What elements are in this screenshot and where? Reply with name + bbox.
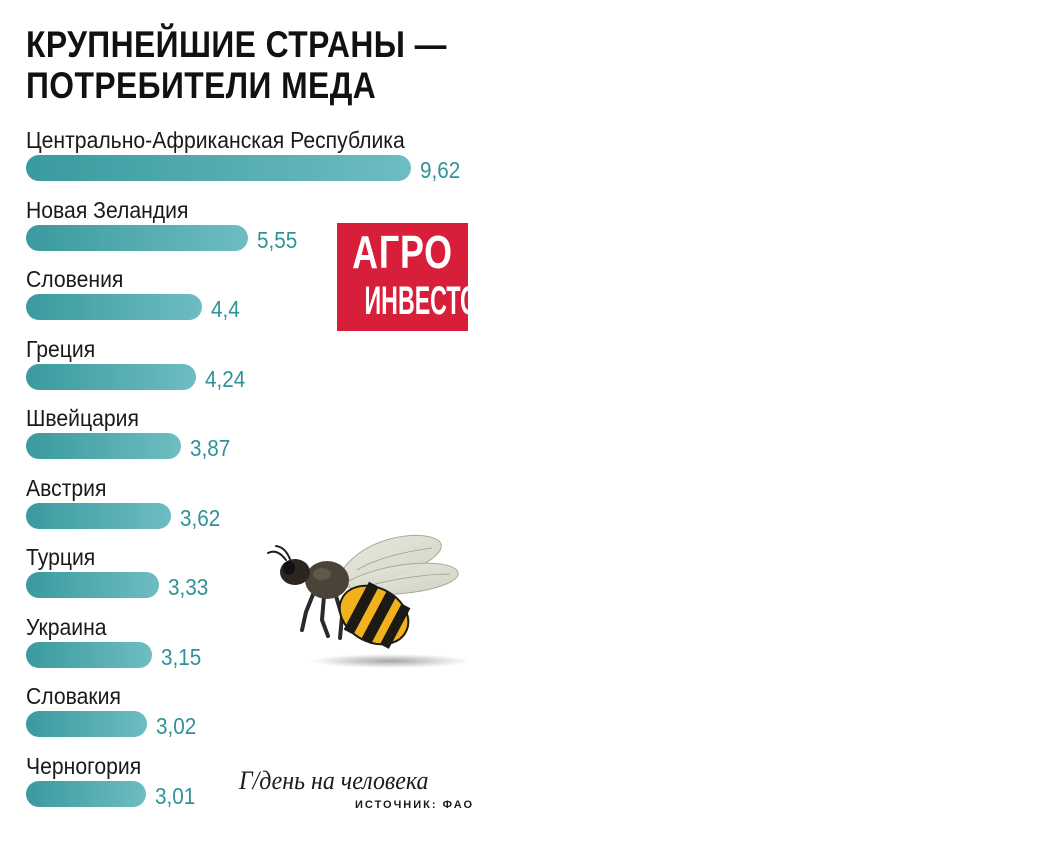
value-label: 4,4 xyxy=(211,296,240,322)
bar-row: Словения 4,4 xyxy=(0,266,520,336)
bar-row: Австрия 3,62 xyxy=(0,475,520,545)
value-label: 9,62 xyxy=(420,157,461,183)
category-label: Словакия xyxy=(26,683,121,709)
bar-row: Швейцария 3,87 xyxy=(0,405,520,475)
bar-row: Греция 4,24 xyxy=(0,336,520,406)
bee-illustration xyxy=(267,534,470,668)
bar-row: Новая Зеландия 5,55 xyxy=(0,197,520,267)
category-label: Австрия xyxy=(26,475,107,501)
category-label: Греция xyxy=(26,336,96,362)
bar xyxy=(26,781,146,807)
chart-title-line-1: КРУПНЕЙШИЕ СТРАНЫ — xyxy=(26,24,447,65)
value-label: 3,15 xyxy=(161,644,202,670)
category-label: Швейцария xyxy=(26,405,139,431)
value-label: 3,01 xyxy=(155,783,196,809)
unit-note: Г/день на человека xyxy=(239,766,429,795)
category-label: Словения xyxy=(26,266,124,292)
bar-row: Словакия 3,02 xyxy=(0,683,520,753)
bar xyxy=(26,503,171,529)
bar xyxy=(26,433,181,459)
category-label: Черногория xyxy=(26,753,142,779)
bar xyxy=(26,155,411,181)
chart-title-line-2: ПОТРЕБИТЕЛИ МЕДА xyxy=(26,65,377,106)
bar-row: Украина 3,15 xyxy=(0,614,520,684)
logo-line-2: ИНВЕСТОР xyxy=(364,279,468,323)
logo-line-1: АГРО xyxy=(352,226,453,278)
value-label: 5,55 xyxy=(257,227,298,253)
value-label: 4,24 xyxy=(205,366,246,392)
chart-title: КРУПНЕЙШИЕ СТРАНЫ — ПОТРЕБИТЕЛИ МЕДА xyxy=(26,24,447,106)
value-label: 3,87 xyxy=(190,435,231,461)
bar-row: Турция 3,33 xyxy=(0,544,520,614)
bar xyxy=(26,364,196,390)
value-label: 3,02 xyxy=(156,713,197,739)
value-label: 3,33 xyxy=(168,574,209,600)
value-label: 3,62 xyxy=(180,505,221,531)
bar xyxy=(26,711,147,737)
category-label: Центрально-Африканская Республика xyxy=(26,127,405,153)
bar xyxy=(26,642,152,668)
bar xyxy=(26,225,248,251)
category-label: Турция xyxy=(26,544,96,570)
bar xyxy=(26,294,202,320)
category-label: Украина xyxy=(26,614,107,640)
bar-row: Центрально-Африканская Республика 9,62 xyxy=(0,127,520,197)
bar xyxy=(26,572,159,598)
agroinvestor-logo: АГРО ИНВЕСТОР xyxy=(337,223,468,331)
category-label: Новая Зеландия xyxy=(26,197,189,223)
bar-row: Черногория 3,01 xyxy=(0,753,520,823)
source-note: ИСТОЧНИК: ФАО xyxy=(355,799,475,811)
